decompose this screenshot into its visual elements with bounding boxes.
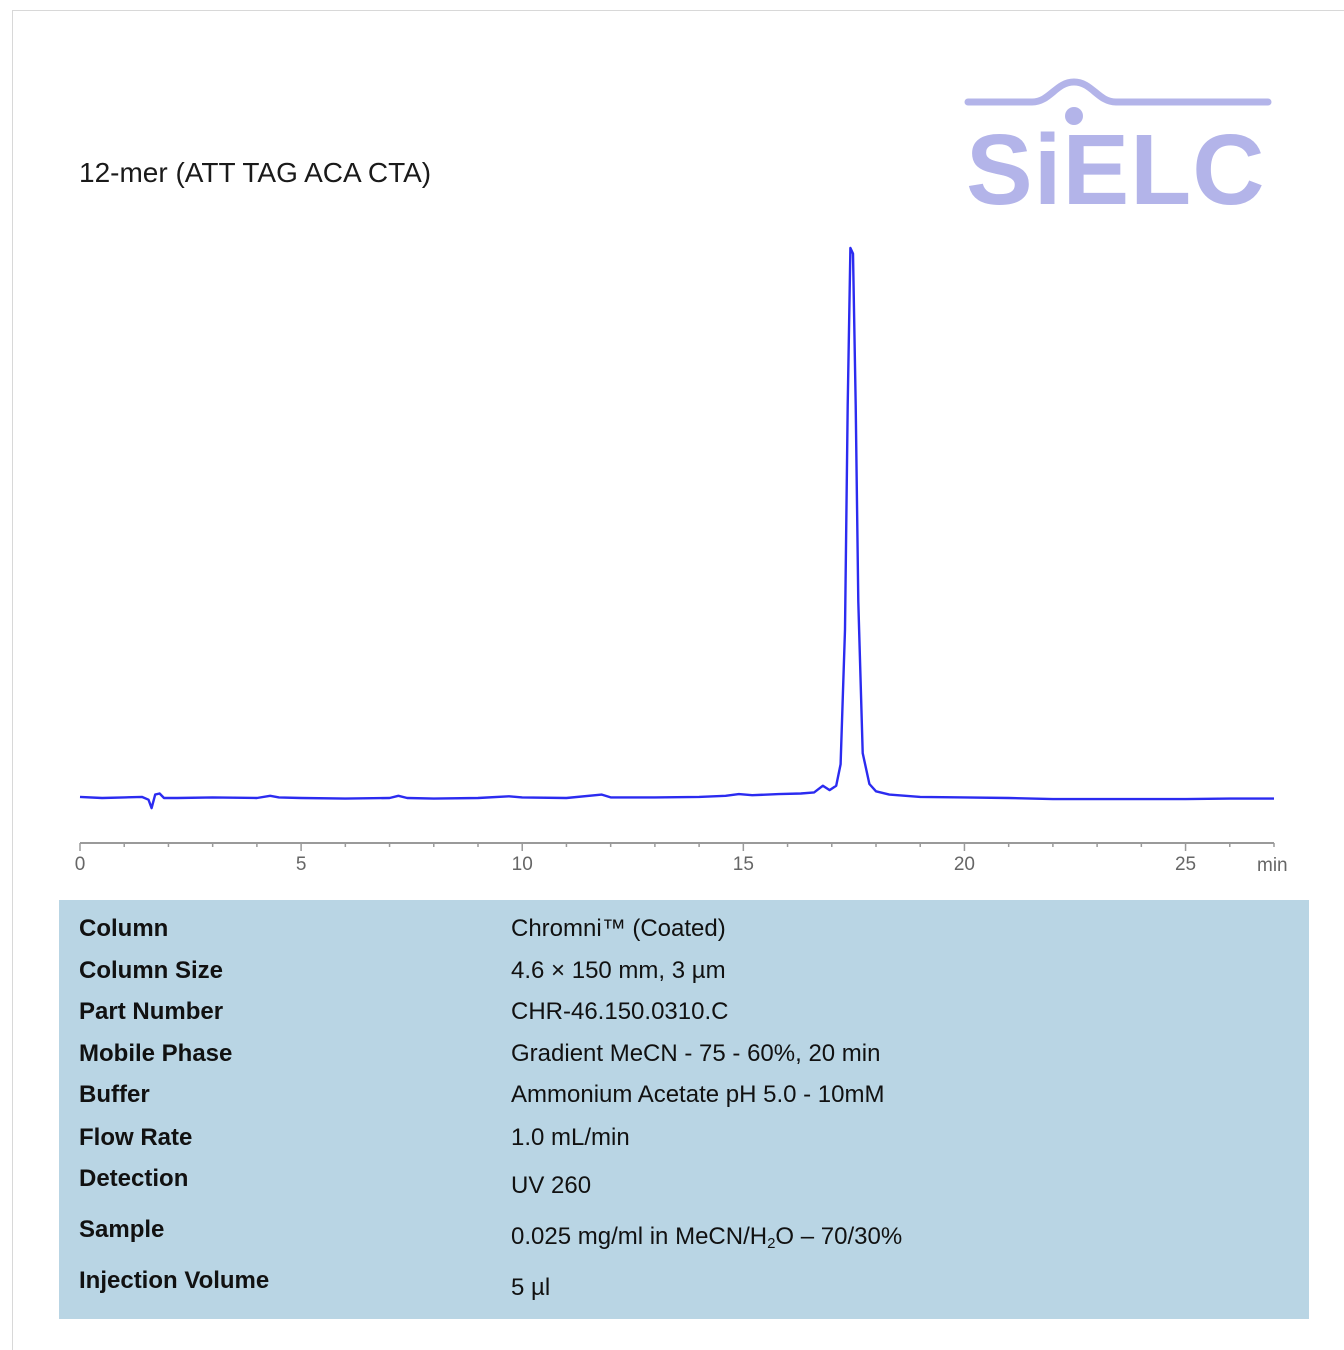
param-value: CHR-46.150.0310.C — [511, 998, 729, 1025]
param-value: Ammonium Acetate pH 5.0 - 10mM — [511, 1081, 885, 1108]
x-tick-label: 10 — [512, 854, 533, 875]
param-label: Column — [79, 915, 169, 942]
method-parameters-table: Column Chromni™ (Coated) Column Size 4.6… — [59, 900, 1309, 1319]
logo-arc-icon — [964, 78, 1272, 125]
param-row-detection: Detection UV 260 — [59, 1165, 1309, 1205]
param-label: Buffer — [79, 1081, 150, 1108]
sielc-logo: SiELC — [962, 76, 1274, 221]
x-tick-label: 5 — [296, 854, 307, 875]
param-row-column: Column Chromni™ (Coated) — [59, 915, 1309, 955]
param-value: UV 260 — [511, 1172, 592, 1199]
chromatogram-chart: 0 5 10 15 20 25 min — [75, 246, 1288, 876]
param-label: Flow Rate — [79, 1124, 193, 1151]
logo-wordmark: SiELC — [966, 114, 1266, 226]
param-row-buffer: Buffer Ammonium Acetate pH 5.0 - 10mM — [59, 1081, 1309, 1121]
param-value: Chromni™ (Coated) — [511, 915, 726, 942]
param-label: Mobile Phase — [79, 1040, 233, 1067]
x-tick-label: 20 — [954, 854, 975, 875]
sample-text-end: O – 70/30% — [775, 1223, 903, 1250]
param-label: Detection — [79, 1165, 189, 1192]
x-tick-label: 0 — [75, 854, 86, 875]
param-row-mobile-phase: Mobile Phase Gradient MeCN - 75 - 60%, 2… — [59, 1040, 1309, 1080]
x-axis-unit: min — [1257, 855, 1288, 876]
param-value: 0.025 mg/ml in MeCN/H2O – 70/30% — [511, 1223, 902, 1252]
sample-subscript: 2 — [767, 1235, 776, 1252]
figure-frame — [12, 10, 1344, 1350]
param-value: Gradient MeCN - 75 - 60%, 20 min — [511, 1040, 881, 1067]
param-label: Injection Volume — [79, 1267, 270, 1294]
sample-text: 0.025 mg/ml in MeCN/H — [511, 1223, 768, 1250]
param-row-part-number: Part Number CHR-46.150.0310.C — [59, 998, 1309, 1038]
param-row-sample: Sample 0.025 mg/ml in MeCN/H2O – 70/30% — [59, 1216, 1309, 1256]
x-axis-ticks: 0 5 10 15 20 25 — [75, 843, 1275, 875]
param-value: 4.6 × 150 mm, 3 µm — [511, 957, 726, 984]
x-tick-label: 25 — [1175, 854, 1196, 875]
chromatogram-trace — [79, 246, 1274, 810]
param-label: Part Number — [79, 998, 224, 1025]
param-label: Sample — [79, 1216, 165, 1243]
x-tick-label: 15 — [733, 854, 754, 875]
param-value: 5 µl — [511, 1274, 551, 1301]
chart-title: 12-mer (ATT TAG ACA CTA) — [79, 157, 432, 188]
param-row-injection-volume: Injection Volume 5 µl — [59, 1267, 1309, 1307]
param-row-column-size: Column Size 4.6 × 150 mm, 3 µm — [59, 957, 1309, 997]
param-row-flow-rate: Flow Rate 1.0 mL/min — [59, 1124, 1309, 1164]
param-label: Column Size — [79, 957, 224, 984]
param-value: 1.0 mL/min — [511, 1124, 630, 1151]
